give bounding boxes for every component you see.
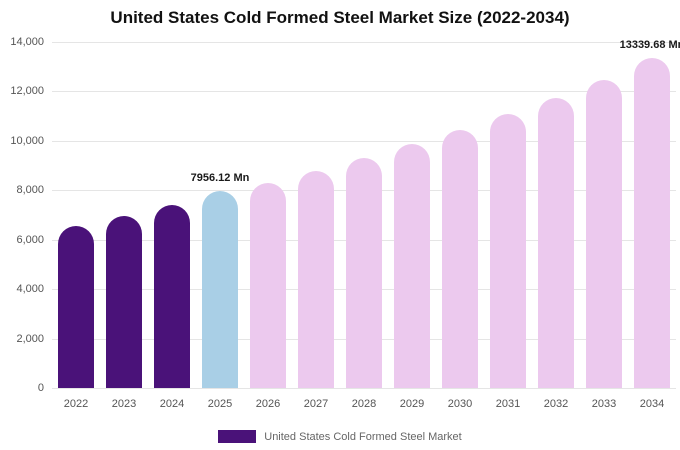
y-tick-label: 2,000 bbox=[16, 332, 44, 345]
gridline bbox=[52, 91, 676, 93]
bar-slot: 2024 bbox=[148, 42, 196, 410]
y-tick-label: 6,000 bbox=[16, 233, 44, 246]
x-tick-label: 2034 bbox=[639, 398, 665, 410]
bar-2033[interactable] bbox=[586, 79, 622, 388]
bar-2023[interactable] bbox=[106, 215, 142, 388]
bar-2029[interactable] bbox=[394, 144, 430, 388]
bar-2025[interactable] bbox=[202, 191, 238, 388]
bar-2031[interactable] bbox=[490, 114, 526, 388]
y-tick-label: 4,000 bbox=[16, 283, 44, 296]
x-tick-label: 2028 bbox=[351, 398, 377, 410]
x-tick-label: 2031 bbox=[495, 398, 521, 410]
bar-2024[interactable] bbox=[154, 205, 190, 388]
y-tick-label: 8,000 bbox=[16, 184, 44, 197]
bar-slot: 2032 bbox=[532, 42, 580, 410]
bar-slot: 2033 bbox=[580, 42, 628, 410]
bar-slot: 13339.68 Mn 2034 bbox=[620, 39, 680, 410]
bar-slot: 7956.12 Mn 2025 bbox=[191, 42, 250, 410]
bar-value-label: 13339.68 Mn bbox=[619, 39, 680, 52]
bar-slot: 2022 bbox=[52, 42, 100, 410]
bar-slot: 2026 bbox=[244, 42, 292, 410]
y-tick-label: 0 bbox=[37, 382, 44, 394]
x-tick-label: 2030 bbox=[447, 398, 473, 410]
bar-2022[interactable] bbox=[58, 226, 94, 388]
x-tick-label: 2023 bbox=[111, 398, 137, 410]
bar-slot: 2029 bbox=[388, 42, 436, 410]
x-tick-label: 2024 bbox=[159, 398, 185, 410]
bar-2032[interactable] bbox=[538, 97, 574, 388]
bar-slot: 2028 bbox=[340, 42, 388, 410]
bar-slot: 2027 bbox=[292, 42, 340, 410]
bar-value-label: 7956.12 Mn bbox=[190, 172, 250, 185]
bar-slot: 2023 bbox=[100, 42, 148, 410]
y-tick-label: 10,000 bbox=[10, 134, 44, 147]
legend: United States Cold Formed Steel Market bbox=[0, 430, 680, 443]
gridline bbox=[52, 388, 676, 389]
y-tick-label: 14,000 bbox=[10, 36, 44, 48]
x-tick-label: 2026 bbox=[255, 398, 281, 410]
plot-area: 2022 2023 2024 7956.12 Mn 2025 2026 2027 2028 20… bbox=[52, 39, 680, 410]
x-tick-label: 2022 bbox=[63, 398, 89, 410]
y-axis: 0 2,000 4,000 6,000 8,000 10,000 12,000 14,000 bbox=[0, 36, 46, 394]
legend-swatch bbox=[218, 430, 257, 443]
chart-area: 0 2,000 4,000 6,000 8,000 10,000 12,000 14,000 … bbox=[0, 36, 680, 410]
x-tick-label: 2032 bbox=[543, 398, 569, 410]
bar-2026[interactable] bbox=[250, 182, 286, 388]
bar-2027[interactable] bbox=[298, 171, 334, 388]
x-tick-label: 2033 bbox=[591, 398, 617, 410]
bar-slot: 2030 bbox=[436, 42, 484, 410]
x-tick-label: 2027 bbox=[303, 398, 329, 410]
bar-slot: 2031 bbox=[484, 42, 532, 410]
bars-container: 2022 2023 2024 7956.12 Mn 2025 2026 2027 2028 20… bbox=[52, 39, 680, 410]
bar-2034[interactable] bbox=[634, 58, 670, 388]
gridline bbox=[52, 140, 676, 142]
y-tick-label: 12,000 bbox=[10, 85, 44, 98]
bar-2030[interactable] bbox=[442, 129, 478, 388]
bar-2028[interactable] bbox=[346, 158, 382, 388]
legend-label: United States Cold Formed Steel Market bbox=[264, 430, 462, 443]
x-tick-label: 2029 bbox=[399, 398, 425, 410]
gridline bbox=[52, 42, 676, 43]
chart-title: United States Cold Formed Steel Market S… bbox=[110, 8, 570, 27]
x-tick-label: 2025 bbox=[207, 398, 233, 410]
